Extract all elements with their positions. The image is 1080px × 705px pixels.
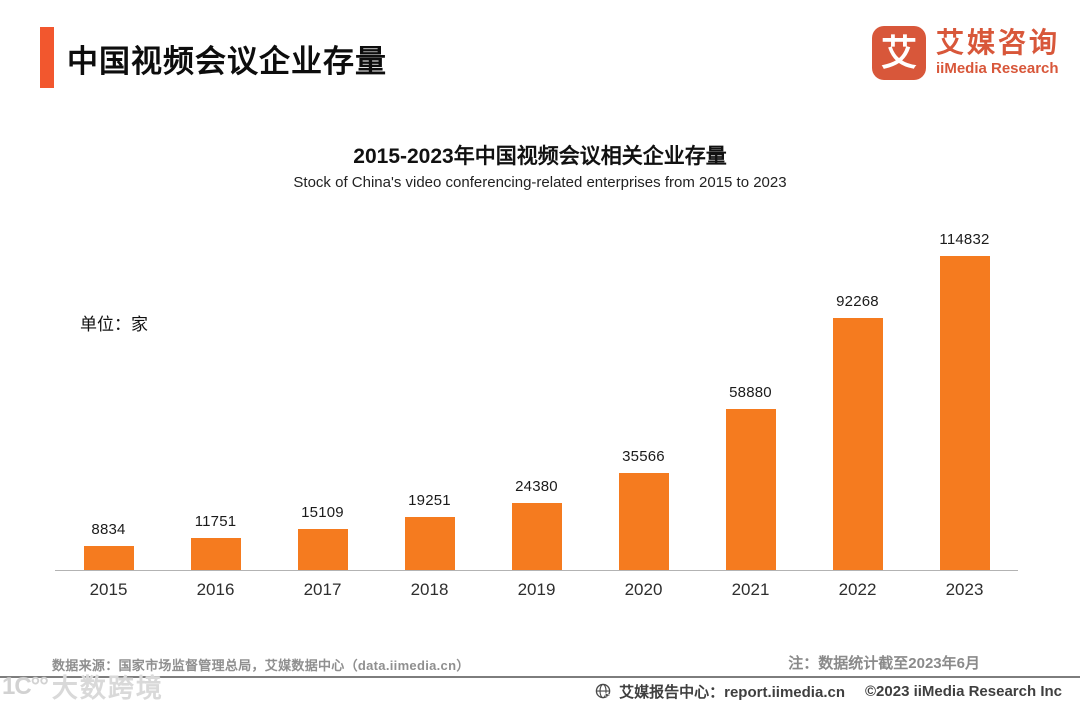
copyright-text: ©2023 iiMedia Research Inc (865, 683, 1062, 700)
bar (939, 256, 990, 570)
logo-name-cn: 艾媒咨询 (935, 27, 1060, 59)
bar-group-2021: 58880 (697, 230, 804, 570)
x-tick-label: 2023 (945, 580, 984, 599)
bar (190, 537, 241, 570)
x-tick-label: 2018 (410, 580, 449, 599)
x-tick-label: 2021 (731, 580, 770, 599)
unit-label: 单位：家 (80, 315, 148, 334)
iimedia-logo-icon: 艾 (871, 26, 926, 80)
x-tick-label: 2020 (624, 580, 663, 599)
bar-value-label: 15109 (301, 503, 344, 521)
x-tick-label: 2016 (196, 580, 235, 599)
page-title: 中国视频会议企业存量 (67, 44, 387, 79)
bar-value-label: 92268 (836, 292, 879, 310)
x-tick-label: 2015 (89, 580, 128, 599)
bar-group-2015: 8834 (55, 230, 162, 570)
bar-value-label: 24380 (515, 478, 558, 496)
footer: 艾媒报告中心：report.iimedia.cn ©2023 iiMedia R… (595, 681, 1062, 702)
chart-title: 2015-2023年中国视频会议相关企业存量 (353, 145, 727, 168)
bar (404, 517, 455, 570)
title-accent-bar (40, 27, 54, 88)
bar-group-2020: 35566 (590, 230, 697, 570)
x-axis-ticks: 2015 2016 2017 2018 2019 2020 2021 2022 2023 (55, 580, 1018, 600)
footer-divider (0, 676, 1080, 678)
iimedia-logo: 艾 艾媒咨询 iiMedia Research (871, 26, 1060, 80)
report-center-link[interactable]: 艾媒报告中心：report.iimedia.cn (619, 684, 845, 701)
statistics-cutoff-note: 注：数据统计截至2023年6月 (788, 655, 980, 672)
x-tick-label: 2019 (517, 580, 556, 599)
bar (618, 472, 669, 570)
x-tick-label: 2022 (838, 580, 877, 599)
bar (832, 317, 883, 570)
x-axis-line (55, 570, 1018, 571)
bar-group-2022: 92268 (804, 230, 911, 570)
chart-subtitle: Stock of China's video conferencing-rela… (293, 174, 787, 191)
bar-value-label: 8834 (91, 520, 126, 538)
bar (725, 409, 776, 570)
bar-group-2019: 24380 (483, 230, 590, 570)
bar-value-label: 114832 (939, 231, 990, 248)
data-source-note: 数据来源：国家市场监督管理总局，艾媒数据中心（data.iimedia.cn） (52, 658, 470, 673)
bar-group-2023: 114832 (911, 230, 1018, 570)
bar (297, 528, 348, 570)
bar (511, 503, 562, 570)
bar-value-label: 35566 (622, 447, 665, 465)
plot-area: 8834 11751 15109 19251 24380 35566 58880 92268 1… (55, 230, 1018, 570)
logo-name-en: iiMedia Research (935, 60, 1059, 78)
x-tick-label: 2017 (303, 580, 342, 599)
bar-group-2017: 15109 (269, 230, 376, 570)
bar (83, 545, 134, 570)
bar-value-label: 19251 (408, 492, 451, 510)
bar-value-label: 58880 (729, 384, 772, 401)
globe-cursor-icon (595, 683, 612, 700)
header: 中国视频会议企业存量 艾 艾媒咨询 iiMedia Research (0, 0, 1080, 100)
bar-value-label: 11751 (194, 512, 237, 530)
bar-group-2018: 19251 (376, 230, 483, 570)
bar-group-2016: 11751 (162, 230, 269, 570)
logo-text: 艾媒咨询 iiMedia Research (936, 28, 1060, 77)
